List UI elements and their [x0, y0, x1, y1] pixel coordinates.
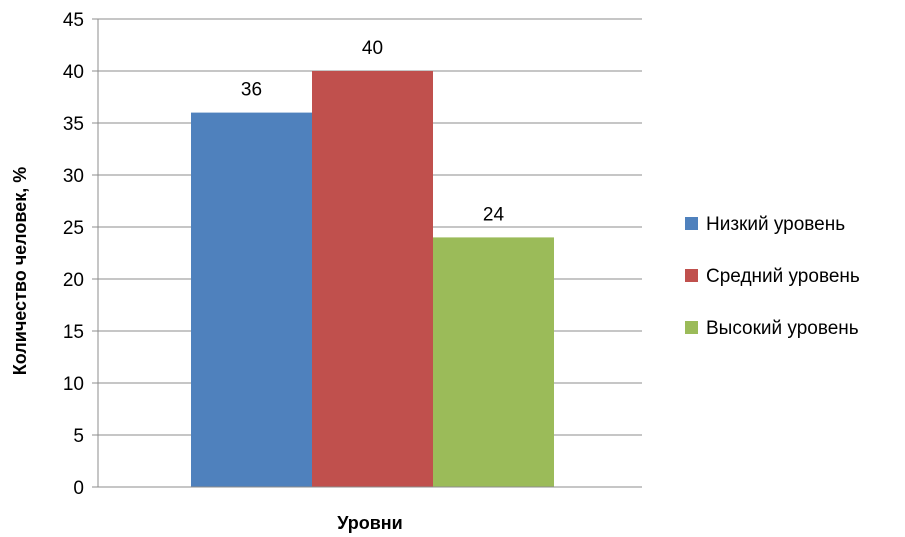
legend-swatch-3	[685, 321, 698, 334]
x-axis-title: Уровни	[337, 513, 403, 533]
legend: Низкий уровень Средний уровень Высокий уро…	[685, 214, 860, 339]
legend-swatch-1	[685, 217, 698, 230]
y-tick-label-45: 45	[63, 10, 84, 31]
legend-label-2: Средний уровень	[706, 266, 860, 287]
data-label-2: 40	[362, 38, 383, 59]
y-tick-label-0: 0	[73, 478, 84, 499]
data-label-1: 36	[241, 80, 262, 101]
data-labels: 36 40 24	[241, 38, 505, 225]
data-label-3: 24	[483, 204, 505, 225]
y-tick-label-20: 20	[63, 270, 84, 291]
y-tick-label-15: 15	[63, 322, 84, 343]
y-tick-label-35: 35	[63, 114, 84, 135]
y-tick-label-10: 10	[63, 374, 84, 395]
y-axis-tick-labels: 0 5 10 15 20 25 30 35 40 45	[63, 10, 98, 499]
bar-3	[433, 237, 554, 487]
y-tick-label-5: 5	[73, 426, 84, 447]
y-tick-label-40: 40	[63, 62, 84, 83]
bars	[191, 71, 554, 487]
legend-label-1: Низкий уровень	[706, 214, 845, 235]
bar-2	[312, 71, 433, 487]
y-tick-label-25: 25	[63, 218, 84, 239]
legend-swatch-2	[685, 269, 698, 282]
y-tick-label-30: 30	[63, 166, 84, 187]
bar-1	[191, 112, 312, 487]
y-axis-title: Количество человек, %	[10, 167, 30, 375]
legend-label-3: Высокий уровень	[706, 318, 859, 339]
